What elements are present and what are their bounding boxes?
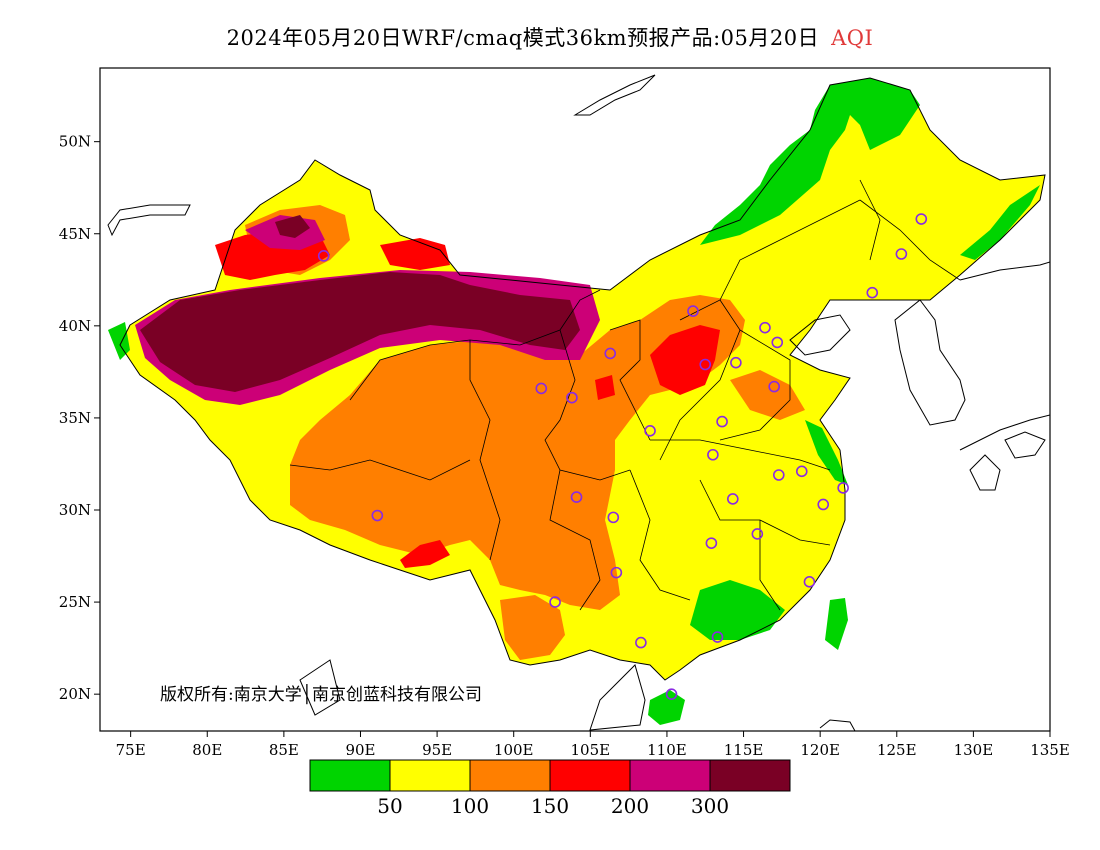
aqi-region-orange-central	[290, 295, 745, 610]
city-station-marker	[759, 321, 771, 334]
city-station-marker	[795, 465, 808, 478]
city-station-marker	[705, 537, 718, 549]
lon-tick-label: 85E	[269, 741, 299, 759]
aqi-region-green-east	[960, 185, 1040, 260]
colorbar-swatch	[549, 759, 631, 792]
title-text: 2024年05月20日WRF/cmaq模式36km预报产品:05月20日	[226, 26, 820, 50]
lon-tick-label: 115E	[724, 741, 764, 759]
city-station-marker	[371, 509, 384, 522]
city-station-marker	[915, 213, 928, 225]
city-station-marker	[730, 356, 742, 369]
lon-tick-label: 100E	[494, 741, 534, 759]
map-title: 2024年05月20日WRF/cmaq模式36km预报产品:05月20日 AQI	[0, 22, 1100, 52]
city-station-marker	[566, 391, 578, 404]
aqi-region-orange-south	[500, 595, 565, 660]
lon-tick-label: 105E	[571, 741, 611, 759]
colorbar-label: 300	[691, 794, 729, 818]
city-station-marker	[895, 248, 908, 260]
map-plot	[107, 74, 1050, 731]
aqi-region-red-center	[595, 375, 615, 400]
aqi-region-green-west	[108, 322, 130, 360]
lon-tick-label: 135E	[1030, 741, 1070, 759]
lon-tick-label: 95E	[422, 741, 452, 759]
city-station-marker	[716, 415, 728, 428]
colorbar-swatch	[709, 759, 791, 792]
city-station-marker	[751, 528, 764, 540]
lon-tick-label: 125E	[877, 741, 917, 759]
map-axes: 75E 80E 85E 90E 95E 100E 105E 110E 115E 120E 125E 1…	[59, 133, 1070, 759]
colorbar: 50 100 150 200 300	[309, 759, 791, 818]
lon-tick-label: 90E	[345, 741, 375, 759]
aqi-region-green-northeast	[700, 78, 920, 245]
city-station-marker	[610, 566, 623, 579]
lat-tick-label: 20N	[59, 685, 91, 703]
colorbar-label: 200	[611, 794, 649, 818]
aqi-region-red-tibet	[400, 540, 450, 568]
title-variable: AQI	[831, 26, 874, 50]
city-station-marker	[711, 631, 724, 643]
lat-tick-label: 30N	[59, 501, 91, 519]
city-station-marker	[866, 286, 879, 299]
city-station-marker	[768, 380, 780, 393]
lon-tick-label: 110E	[647, 741, 687, 759]
city-station-marker	[803, 576, 816, 588]
lon-tick-label: 130E	[954, 741, 994, 759]
aqi-region-green-coast	[805, 420, 848, 485]
city-station-marker	[817, 498, 830, 511]
aqi-region-red-shanxi	[650, 325, 720, 395]
city-stations	[317, 213, 928, 700]
lat-tick-label: 40N	[59, 317, 91, 335]
colorbar-label: 50	[377, 794, 402, 818]
aqi-region-green-taiwan	[825, 598, 848, 650]
city-station-marker	[604, 347, 617, 360]
map-frame	[99, 67, 1051, 732]
copyright-text: 版权所有:南京大学│南京创蓝科技有限公司	[160, 685, 482, 705]
city-station-marker	[635, 636, 647, 649]
city-station-marker	[771, 336, 784, 349]
province-boundaries	[289, 179, 961, 611]
aqi-region-darkred-nw	[275, 215, 310, 238]
city-station-marker	[727, 493, 739, 505]
colorbar-swatch	[309, 759, 391, 792]
lon-tick-label: 120E	[800, 741, 840, 759]
lat-tick-label: 25N	[59, 593, 91, 611]
city-station-marker	[535, 382, 548, 395]
lon-tick-label: 75E	[116, 741, 146, 759]
lon-tick-label: 80E	[192, 741, 222, 759]
city-station-marker	[699, 358, 712, 371]
city-station-marker	[837, 482, 849, 494]
lat-tick-label: 50N	[59, 133, 91, 151]
colorbar-label: 150	[531, 794, 569, 818]
city-station-marker	[570, 491, 583, 503]
city-station-marker	[317, 250, 330, 262]
city-station-marker	[772, 469, 785, 481]
colorbar-swatch	[389, 759, 471, 792]
aqi-region-darkred-taklamakan	[140, 272, 580, 392]
city-station-marker	[607, 511, 620, 524]
aqi-region-orange-ne	[730, 370, 805, 420]
lat-tick-label: 45N	[59, 225, 91, 243]
coastlines	[107, 74, 1050, 731]
aqi-region-green-south	[690, 580, 785, 640]
city-station-marker	[644, 425, 656, 437]
colorbar-swatch	[469, 759, 551, 792]
lat-tick-label: 35N	[59, 409, 91, 427]
aqi-region-green-hainan	[648, 690, 685, 725]
aqi-region-red-north	[380, 238, 450, 270]
city-station-marker	[665, 688, 678, 700]
city-station-marker	[707, 448, 719, 461]
city-station-marker	[687, 305, 699, 317]
china-outline	[119, 77, 1046, 681]
city-station-marker	[549, 596, 561, 608]
colorbar-label: 100	[451, 794, 489, 818]
colorbar-swatch	[629, 759, 711, 792]
